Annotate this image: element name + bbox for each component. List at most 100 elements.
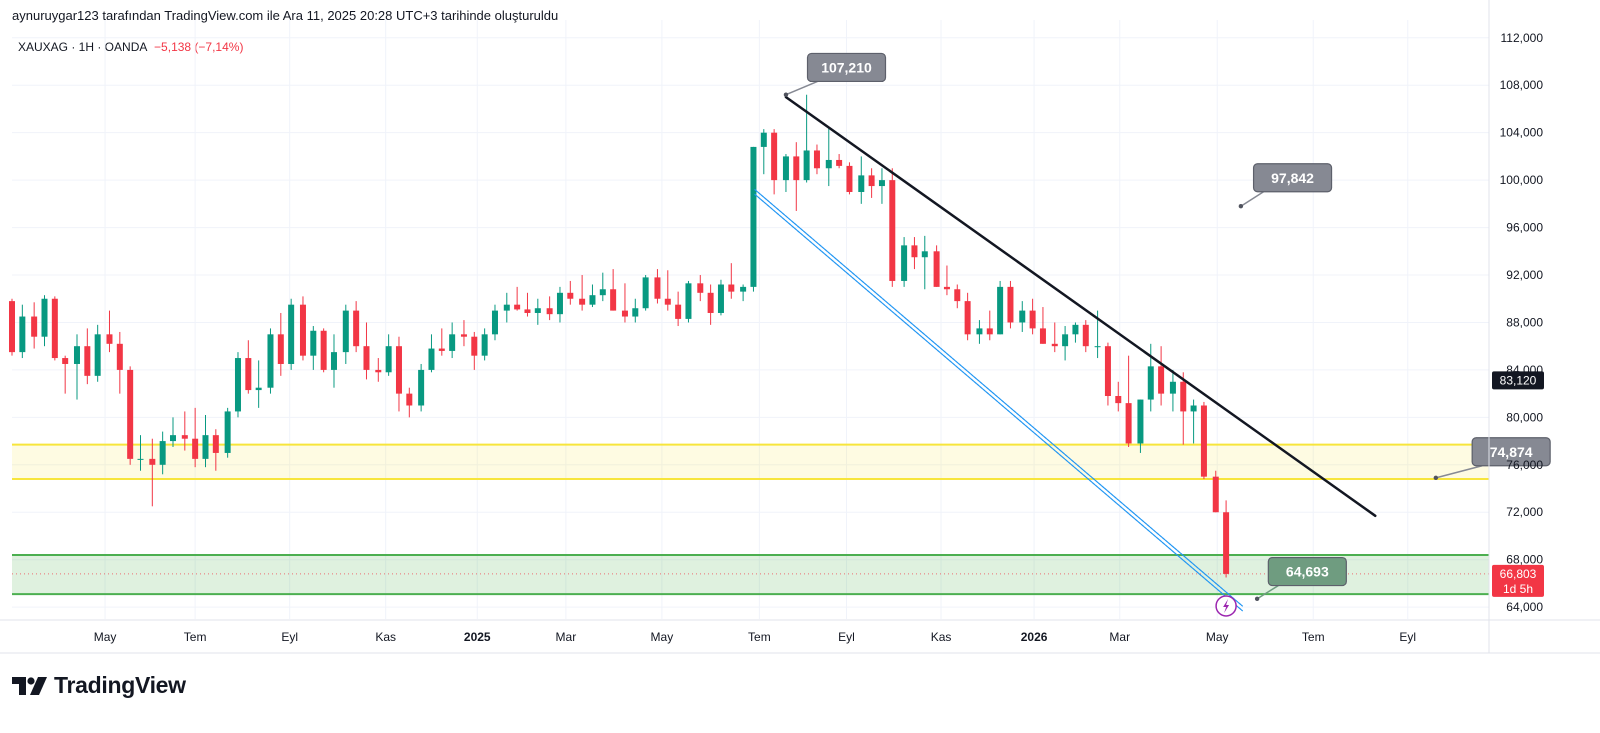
- candle-up: [169, 417, 176, 448]
- label-74874-pointer: [1435, 465, 1483, 479]
- x-tick-label: May: [94, 630, 117, 644]
- candle-down: [986, 310, 993, 341]
- candle-body: [964, 301, 971, 335]
- candle-body: [976, 328, 983, 335]
- candle-body: [491, 310, 498, 335]
- x-tick-label: Kas: [375, 630, 396, 644]
- candle-up: [255, 360, 262, 408]
- candle-up: [310, 326, 317, 370]
- candle-body: [836, 159, 843, 166]
- candle-body: [675, 304, 682, 319]
- candle-body: [514, 304, 521, 310]
- x-tick-label: 2026: [1021, 630, 1048, 644]
- candle-down: [1104, 342, 1111, 406]
- candle-body: [868, 175, 875, 187]
- candle-body: [73, 346, 80, 364]
- candle-up: [267, 328, 274, 394]
- candle-body: [803, 150, 810, 181]
- candle-down: [579, 275, 586, 311]
- candle-up: [534, 298, 541, 325]
- label-97842-anchor: [1238, 204, 1244, 209]
- candle-body: [1115, 396, 1122, 404]
- y-tick-label: 68,000: [1506, 553, 1543, 567]
- yellow-resistance-zone: [12, 444, 1489, 480]
- candle-body: [330, 352, 337, 370]
- symbol-line: XAUXAG · 1H · OANDA: [18, 40, 147, 54]
- candle-body: [685, 283, 692, 319]
- candle-body: [1158, 366, 1165, 394]
- candle-up: [19, 304, 26, 359]
- candle-body: [503, 304, 510, 311]
- candle-up: [491, 304, 498, 341]
- candle-down: [1051, 322, 1058, 353]
- candle-down: [149, 438, 156, 507]
- tradingview-logo[interactable]: TradingView: [12, 672, 186, 699]
- candle-body: [750, 146, 757, 287]
- candle-down: [664, 270, 671, 311]
- label-64693-text: 64,693: [1286, 564, 1329, 580]
- candle-up: [1169, 369, 1176, 412]
- symbol-info[interactable]: XAUXAG · 1H · OANDA −5,138 (−7,14%): [18, 40, 243, 54]
- candle-body: [1039, 328, 1046, 344]
- candle-up: [901, 237, 908, 287]
- candle-up: [717, 279, 724, 316]
- candle-body: [1051, 343, 1058, 347]
- candle-body: [771, 132, 778, 181]
- candle-body: [717, 284, 724, 313]
- candle-down: [546, 296, 553, 321]
- candle-body: [1019, 310, 1026, 323]
- candle-body: [813, 150, 820, 169]
- candle-body: [31, 316, 38, 337]
- candle-body: [878, 180, 885, 187]
- candle-body: [782, 156, 789, 181]
- label-64693-anchor: [1254, 596, 1260, 602]
- candle-body: [224, 411, 231, 453]
- candle-down: [212, 429, 219, 471]
- candle-down: [1180, 372, 1187, 445]
- candle-body: [567, 292, 574, 299]
- candle-up: [921, 235, 928, 290]
- candle-body: [406, 393, 413, 406]
- y-tick-label: 88,000: [1506, 315, 1543, 329]
- x-tick-label: Eyl: [838, 630, 855, 644]
- candle-down: [406, 387, 413, 418]
- candle-body: [51, 298, 58, 359]
- candle-body: [760, 132, 767, 147]
- candle-down: [621, 283, 628, 323]
- label-74874-text: 74,874: [1490, 444, 1533, 460]
- candle-down: [813, 144, 820, 175]
- candle-body: [1137, 399, 1144, 444]
- candle-up: [642, 275, 649, 311]
- candle-down: [889, 168, 896, 287]
- candle-body: [610, 289, 617, 311]
- candle-body: [212, 435, 219, 453]
- candle-down: [181, 411, 188, 451]
- candle-up: [825, 126, 832, 187]
- marker-price-tag: [1492, 371, 1544, 390]
- candle-up: [1019, 301, 1026, 332]
- candle-down: [375, 358, 382, 382]
- candle-up: [73, 334, 80, 400]
- candle-body: [546, 308, 553, 315]
- candle-up: [1190, 399, 1197, 444]
- candle-down: [610, 269, 617, 311]
- y-tick-label: 104,000: [1500, 126, 1544, 140]
- candle-up: [750, 146, 757, 292]
- candle-body: [1125, 403, 1132, 444]
- candle-down: [438, 328, 445, 356]
- candle-down: [868, 168, 875, 198]
- y-tick-label: 100,000: [1500, 173, 1544, 187]
- candle-body: [159, 441, 166, 465]
- x-tick-label: Tem: [1302, 630, 1325, 644]
- candle-body: [181, 435, 188, 439]
- candle-body: [534, 308, 541, 313]
- candle-down: [245, 340, 252, 394]
- candle-body: [589, 295, 596, 305]
- candle-body: [320, 330, 327, 370]
- candle-up: [976, 320, 983, 344]
- blue-channel-upper: [754, 189, 1243, 607]
- x-tick-label: Tem: [748, 630, 771, 644]
- candle-body: [149, 458, 156, 465]
- candle-body: [299, 304, 306, 356]
